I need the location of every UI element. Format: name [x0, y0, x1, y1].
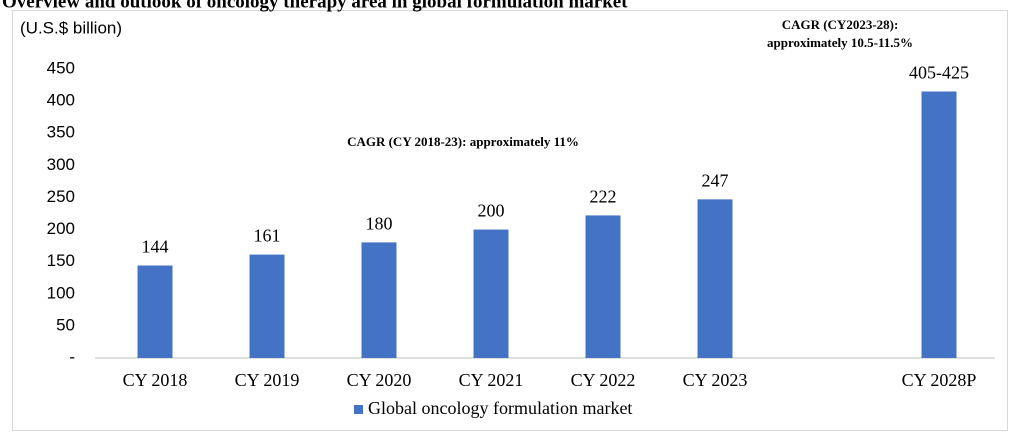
y-tick-label: 150: [47, 251, 75, 270]
value-label: 161: [254, 226, 281, 246]
y-tick-label: 250: [47, 187, 75, 206]
bar: [249, 254, 285, 358]
x-tick-label: CY 2023: [683, 370, 748, 390]
x-tick-label: CY 2019: [235, 370, 300, 390]
bar: [921, 91, 957, 358]
y-tick-label: 200: [47, 219, 75, 238]
bar: [697, 199, 733, 358]
value-label: 405-425: [909, 63, 969, 83]
value-label: 222: [590, 187, 617, 207]
y-tick-label: 50: [56, 315, 75, 334]
annotation: CAGR (CY2023-28):: [782, 17, 899, 32]
bar: [361, 242, 397, 358]
y-tick-label: -: [69, 347, 75, 366]
x-tick-label: CY 2022: [571, 370, 636, 390]
value-label: 200: [478, 201, 505, 221]
y-tick-label: 400: [47, 91, 75, 110]
legend-label: Global oncology formulation market: [368, 398, 632, 418]
x-tick-label: CY 2021: [459, 370, 524, 390]
x-tick-label: CY 2018: [123, 370, 188, 390]
y-tick-label: 100: [47, 283, 75, 302]
y-axis-label: (U.S.$ billion): [20, 18, 122, 37]
y-tick-label: 350: [47, 123, 75, 142]
bar: [585, 215, 621, 358]
x-tick-label: CY 2020: [347, 370, 412, 390]
annotation: approximately 10.5-11.5%: [767, 35, 913, 50]
value-label: 144: [142, 237, 169, 257]
bar: [137, 265, 173, 358]
bar: [473, 229, 509, 358]
legend-swatch: [354, 405, 363, 414]
value-label: 180: [366, 214, 393, 234]
chart-title: Overview and outlook of oncology therapy…: [2, 0, 628, 12]
frame: [12, 10, 1008, 431]
value-label: 247: [702, 170, 729, 190]
x-tick-label: CY 2028P: [902, 370, 977, 390]
annotation: CAGR (CY 2018-23): approximately 11%: [347, 134, 579, 149]
y-tick-label: 300: [47, 155, 75, 174]
y-tick-label: 450: [47, 58, 75, 77]
